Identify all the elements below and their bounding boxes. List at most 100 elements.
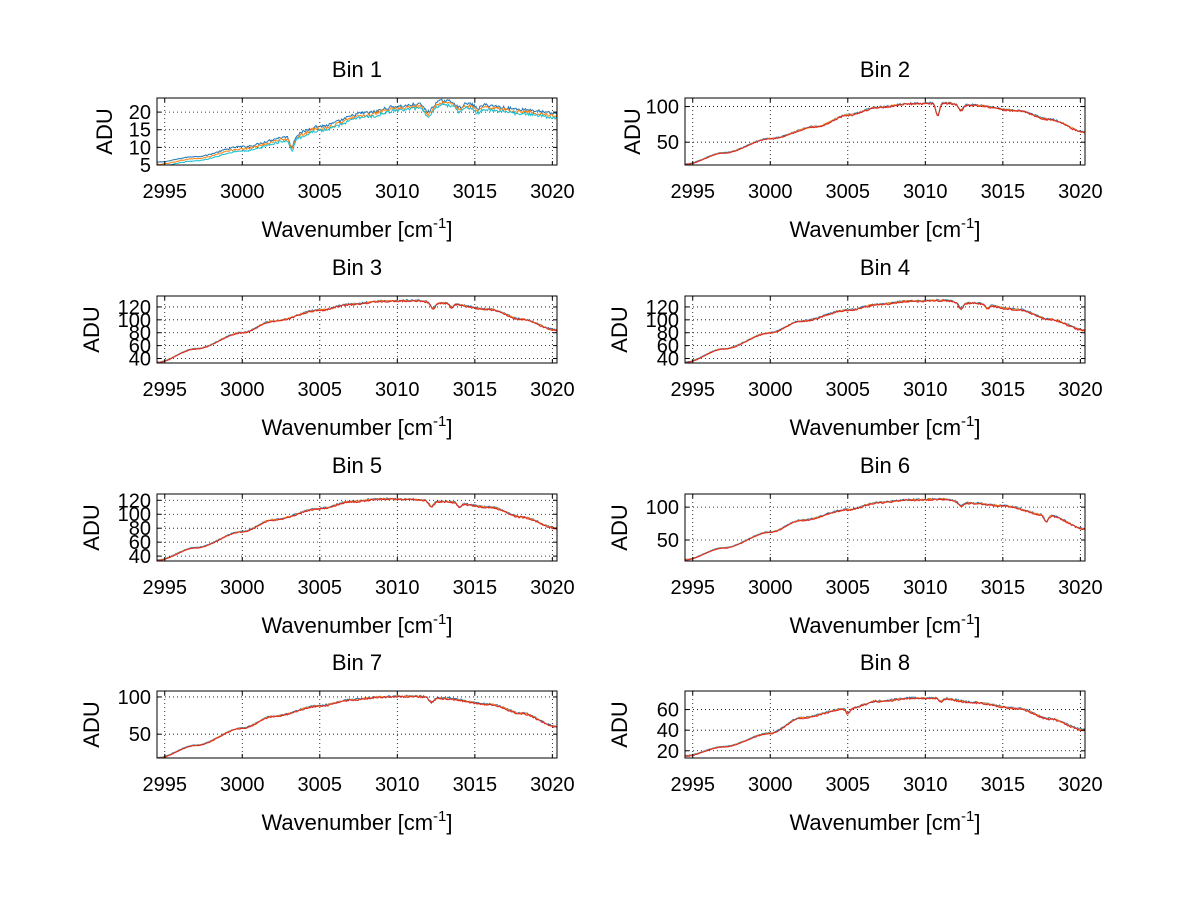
x-axis-label-text: Wavenumber [cm	[261, 217, 433, 242]
y-tick-label: 80	[657, 323, 679, 345]
x-tick-label: 3020	[1058, 774, 1103, 796]
axes-background	[685, 98, 1085, 165]
axes-background	[157, 98, 557, 165]
x-tick-label: 3010	[375, 181, 420, 203]
series-line-2	[157, 100, 557, 165]
x-tick-label: 2995	[671, 577, 716, 599]
y-tick-label: 50	[657, 132, 679, 154]
series-line-3	[685, 697, 1085, 757]
x-tick-label: 3000	[220, 181, 265, 203]
x-axis-label: Wavenumber [cm-1]	[789, 215, 980, 242]
series-line-3	[685, 299, 1085, 363]
y-tick-label: 10	[129, 137, 151, 159]
subplot-title: Bin 1	[332, 57, 382, 82]
y-tick-label: 100	[646, 97, 679, 119]
x-axis-label-superscript: -1	[433, 808, 446, 825]
x-tick-label: 2995	[143, 577, 188, 599]
x-tick-label: 3010	[903, 577, 948, 599]
x-axis-label-superscript: -1	[433, 413, 446, 430]
y-axis-label: ADU	[607, 701, 632, 747]
x-axis-label-close: ]	[446, 415, 452, 440]
x-tick-label: 3010	[375, 774, 420, 796]
x-axis-label-text: Wavenumber [cm	[261, 613, 433, 638]
series-lines	[685, 101, 1085, 165]
axes-box	[156, 690, 558, 759]
x-axis-label: Wavenumber [cm-1]	[261, 808, 452, 835]
y-tick-label: 50	[129, 724, 151, 746]
x-axis-label-text: Wavenumber [cm	[261, 810, 433, 835]
series-lines	[157, 497, 557, 561]
x-tick-label: 3005	[298, 181, 343, 203]
x-tick-label: 3000	[748, 577, 793, 599]
series-line-3	[157, 299, 557, 363]
x-axis-label-close: ]	[974, 613, 980, 638]
x-tick-label: 3020	[530, 774, 575, 796]
subplot-title: Bin 7	[332, 650, 382, 675]
x-axis-label: Wavenumber [cm-1]	[789, 808, 980, 835]
y-tick-label: 15	[129, 120, 151, 142]
x-tick-label: 3015	[981, 379, 1026, 401]
axes-background	[157, 296, 557, 363]
y-tick-label: 60	[657, 336, 679, 358]
x-axis-label-text: Wavenumber [cm	[789, 217, 961, 242]
y-axis-label: ADU	[607, 306, 632, 352]
x-tick-label: 3020	[1058, 577, 1103, 599]
series-line-3	[157, 498, 557, 561]
subplot-bin-2: 2995 3000 3005 3010 3015 3020 50 100 Bin 2 Wavenu…	[620, 57, 1103, 242]
y-axis-label: ADU	[620, 108, 645, 154]
x-axis-label-close: ]	[974, 810, 980, 835]
subplot-bin-6: 2995 3000 3005 3010 3015 3020 50 100 Bin 6 Wavenu…	[607, 453, 1103, 638]
axes-box	[684, 295, 1086, 364]
axes-background	[157, 494, 557, 561]
x-axis-label-close: ]	[446, 613, 452, 638]
series-line-2	[157, 497, 557, 561]
series-line-3	[166, 102, 557, 165]
axes-box	[156, 493, 558, 562]
y-tick-label: 60	[657, 700, 679, 722]
series-lines	[157, 299, 557, 363]
y-tick-label: 100	[118, 504, 151, 526]
x-tick-label: 3015	[981, 774, 1026, 796]
y-tick-label: 120	[646, 297, 679, 319]
y-tick-label: 20	[129, 102, 151, 124]
x-axis-label-close: ]	[974, 415, 980, 440]
x-tick-label: 3010	[903, 774, 948, 796]
y-tick-label: 100	[118, 310, 151, 332]
x-axis-label-superscript: -1	[433, 611, 446, 628]
axes-box	[156, 97, 558, 166]
x-tick-label: 3000	[220, 379, 265, 401]
x-tick-label: 3015	[453, 577, 498, 599]
series-lines	[685, 696, 1085, 757]
x-tick-label: 3020	[530, 379, 575, 401]
x-tick-label: 3010	[903, 379, 948, 401]
axes-box	[684, 493, 1086, 562]
axes-box	[156, 295, 558, 364]
x-tick-label: 3005	[826, 577, 871, 599]
x-tick-label: 3005	[298, 774, 343, 796]
y-axis-label: ADU	[79, 306, 104, 352]
axes-background	[685, 691, 1085, 758]
x-axis-label-text: Wavenumber [cm	[789, 810, 961, 835]
x-axis-label: Wavenumber [cm-1]	[261, 413, 452, 440]
series-lines	[157, 694, 557, 758]
x-axis-label-close: ]	[446, 217, 452, 242]
y-tick-label: 60	[129, 336, 151, 358]
x-tick-label: 3020	[530, 181, 575, 203]
subplot-title: Bin 3	[332, 255, 382, 280]
x-tick-label: 3005	[826, 181, 871, 203]
subplot-title: Bin 2	[860, 57, 910, 82]
x-tick-label: 3000	[748, 379, 793, 401]
x-axis-label-superscript: -1	[433, 215, 446, 232]
y-axis-label: ADU	[79, 504, 104, 550]
x-axis-label-text: Wavenumber [cm	[789, 415, 961, 440]
y-tick-label: 80	[129, 518, 151, 540]
subplot-title: Bin 4	[860, 255, 910, 280]
y-tick-label: 40	[129, 348, 151, 370]
axes-box	[684, 97, 1086, 166]
x-tick-label: 2995	[671, 181, 716, 203]
